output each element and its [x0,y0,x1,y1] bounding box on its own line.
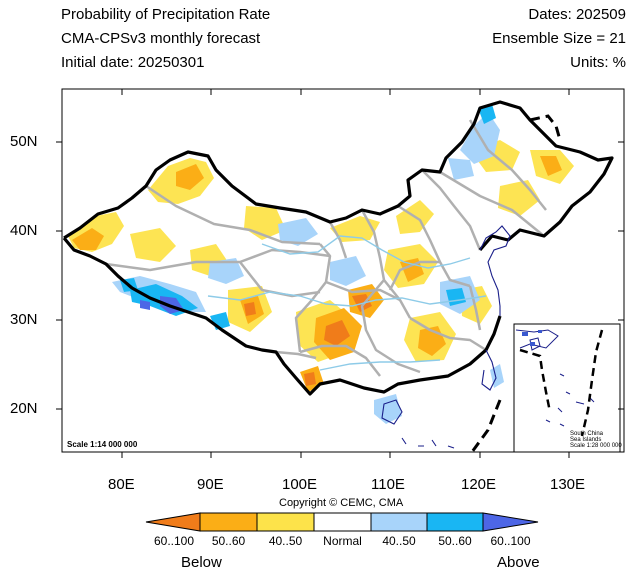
colorbar-label-2: 50..60 [211,534,246,548]
rivers [207,235,487,371]
lat-ticks [56,141,624,410]
lon-label-100e: 100E [282,476,318,493]
inset-patches [522,330,542,346]
units-label: Units: % [570,54,626,71]
colorbar-label-3: 40..50 [268,534,303,548]
lat-label-50n: 50N [10,133,38,150]
lat-label-30n: 30N [10,311,38,328]
map-frame [61,88,625,453]
lat-label-20n: 20N [10,400,38,417]
colorbar-box-4 [313,512,372,532]
inset-label-2: Sea Islands [570,437,602,443]
chart-title: Probability of Precipitation Rate [61,6,271,23]
colorbar-above-label: Above [497,554,540,571]
colorbar-box-2 [199,512,258,532]
lon-label-80e: 80E [108,476,135,493]
colorbar-arrow-right [482,512,539,532]
colorbar-below-label: Below [181,554,222,571]
inset-label-1: South China [570,431,604,437]
colorbar-box-3 [256,512,315,532]
initial-date-label: Initial date: 20250301 [61,54,205,71]
colorbar-label-6: 50..60 [438,534,472,548]
colorbar-box-6 [426,512,484,532]
lon-label-130e: 130E [550,476,586,493]
model-label: CMA-CPSv3 monthly forecast [61,30,261,47]
map-scale-label: Scale 1:14 000 000 [67,440,138,449]
lon-ticks [121,89,570,458]
south-china-sea-inset [513,323,621,452]
colorbar-label-7: 60..100 [490,534,531,548]
inset-scale-label: Scale 1:28 000 000 [570,443,622,449]
colorbar-label-1: 60..100 [153,534,195,548]
coastline [381,225,511,449]
inset-dashed-line [519,329,604,437]
lon-label-90e: 90E [197,476,224,493]
lon-label-110e: 110E [371,476,405,493]
colorbar-label-4: Normal [323,534,362,548]
dates-label: Dates: 202509 [528,6,626,23]
province-boundaries [105,119,547,377]
colorbar-label-5: 40..50 [382,534,416,548]
colorbar-box-5 [370,512,428,532]
copyright-text: Copyright © CEMC, CMA [279,497,404,509]
lon-label-120e: 120E [461,476,497,493]
maritime-boundary [470,114,562,452]
national-border [62,100,614,396]
ensemble-label: Ensemble Size = 21 [492,30,626,47]
lat-label-40n: 40N [10,222,38,239]
colorbar-arrow-left [145,512,201,532]
colorbar [145,512,539,532]
